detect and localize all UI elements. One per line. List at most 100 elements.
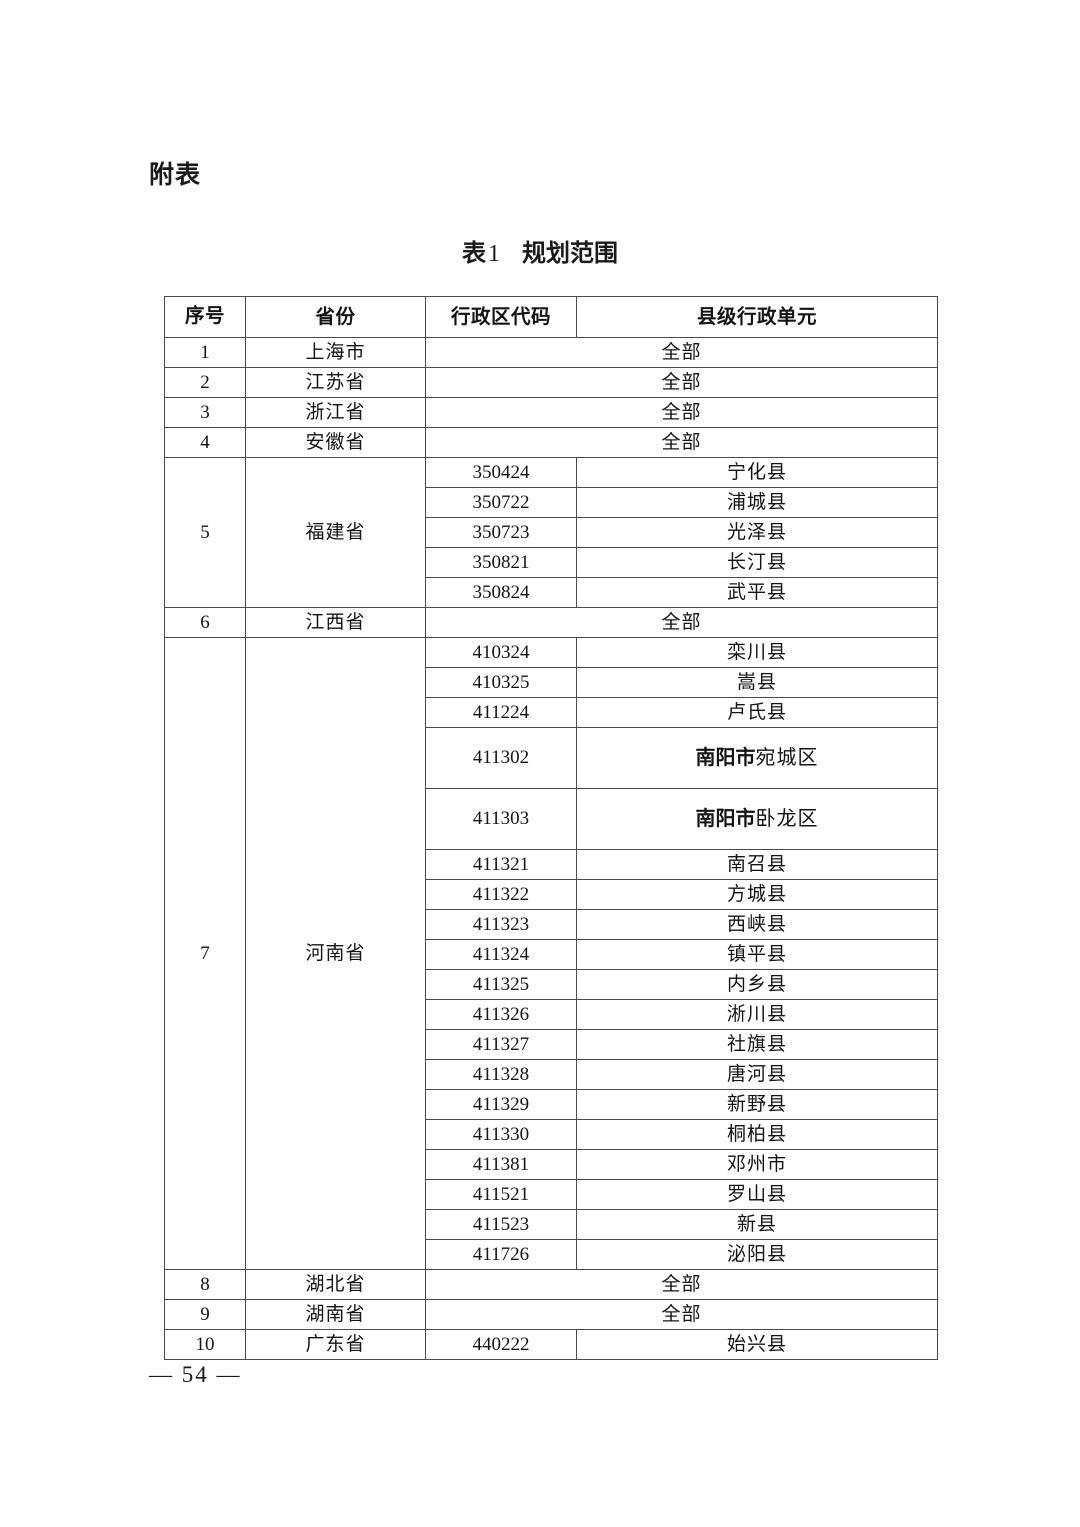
table-row: 411303 南阳市卧龙区 (165, 788, 938, 850)
table-row: 7 河南省 410324 栾川县 (164, 637, 938, 1270)
cell-admin-code: 411326 (425, 999, 577, 1030)
cell-county-unit: 嵩县 (576, 667, 938, 698)
cell-county-unit: 邓州市 (576, 1149, 938, 1180)
cell-admin-code: 350722 (425, 487, 577, 518)
cell-admin-code: 411321 (425, 849, 577, 880)
cell-index: 7 (164, 637, 246, 1270)
cell-index: 5 (164, 457, 246, 608)
cell-admin-code: 350723 (425, 517, 577, 548)
table-row: 9 湖南省 全部 (164, 1299, 938, 1330)
cell-admin-code: 410324 (425, 637, 577, 668)
table-row: 411326 淅川县 (165, 999, 938, 1030)
table-row: 411302 南阳市宛城区 (165, 727, 938, 789)
table-row: 350824 武平县 (165, 577, 938, 608)
cell-county-unit: 内乡县 (576, 969, 938, 1000)
cell-county-unit: 西峡县 (576, 909, 938, 940)
section-heading: 附表 (149, 160, 202, 189)
cell-county-unit: 卢氏县 (576, 697, 938, 728)
cell-index: 4 (164, 427, 246, 458)
cell-province: 湖北省 (245, 1269, 426, 1300)
table-row: 411381 邓州市 (165, 1149, 938, 1180)
table-row: 5 福建省 350424 宁化县 (164, 457, 938, 608)
table-header: 序号 省份 行政区代码 县级行政单元 (164, 296, 938, 338)
cell-admin-code: 350824 (425, 577, 577, 608)
district-suffix-label: 宛城区 (755, 747, 819, 769)
table-row: 411726 泌阳县 (165, 1239, 938, 1270)
cell-province: 广东省 (245, 1329, 426, 1360)
cell-county-unit: 桐柏县 (576, 1119, 938, 1150)
city-prefix-label: 南阳市 (695, 806, 756, 830)
cell-admin-code: 411381 (425, 1149, 577, 1180)
cell-index: 6 (164, 607, 246, 638)
cell-admin-code: 411324 (425, 939, 577, 970)
cell-admin-code: 350821 (425, 547, 577, 578)
cell-county-unit: 光泽县 (576, 517, 938, 548)
cell-index: 2 (164, 367, 246, 398)
cell-province: 上海市 (245, 337, 426, 368)
cell-admin-code: 440222 (425, 1329, 577, 1360)
cell-county-unit: 浦城县 (576, 487, 938, 518)
table-caption-prefix: 表 (462, 239, 486, 267)
table-row: 2 江苏省 全部 (164, 367, 938, 398)
cell-index: 1 (164, 337, 246, 368)
cell-county-unit: 南阳市卧龙区 (576, 788, 938, 850)
cell-all-units: 全部 (425, 1299, 938, 1330)
table-row: 4 安徽省 全部 (164, 427, 938, 458)
cell-admin-code: 411523 (425, 1209, 577, 1240)
cell-admin-code: 411302 (425, 727, 577, 789)
cell-admin-code: 410325 (425, 667, 577, 698)
cell-county-unit: 唐河县 (576, 1059, 938, 1090)
district-suffix-label: 卧龙区 (755, 808, 819, 830)
cell-admin-code: 411325 (425, 969, 577, 1000)
cell-all-units: 全部 (425, 427, 938, 458)
table-row: 350722 浦城县 (165, 487, 938, 518)
table-row: 410325 嵩县 (165, 667, 938, 698)
column-header-index: 序号 (164, 296, 246, 338)
cell-county-unit: 社旗县 (576, 1029, 938, 1060)
cell-admin-code: 411329 (425, 1089, 577, 1120)
cell-province: 江苏省 (245, 367, 426, 398)
page-number: — 54 — (149, 1362, 242, 1387)
cell-admin-code: 411726 (425, 1239, 577, 1270)
cell-county-unit: 南召县 (576, 849, 938, 880)
table-row: 350821 长汀县 (165, 547, 938, 578)
cell-all-units: 全部 (425, 397, 938, 428)
cell-index: 8 (164, 1269, 246, 1300)
cell-province: 安徽省 (245, 427, 426, 458)
table-row: 350723 光泽县 (165, 517, 938, 548)
table-row: 411328 唐河县 (165, 1059, 938, 1090)
cell-province: 湖南省 (245, 1299, 426, 1330)
table-row: 411324 镇平县 (165, 939, 938, 970)
cell-admin-code: 411224 (425, 697, 577, 728)
cell-index: 9 (164, 1299, 246, 1330)
cell-county-unit: 南阳市宛城区 (576, 727, 938, 789)
cell-admin-code: 411323 (425, 909, 577, 940)
table-header-row: 序号 省份 行政区代码 县级行政单元 (164, 296, 938, 338)
column-header-province: 省份 (245, 296, 426, 338)
cell-province: 浙江省 (245, 397, 426, 428)
cell-county-unit: 新县 (576, 1209, 938, 1240)
cell-county-unit: 宁化县 (576, 457, 938, 488)
column-header-unit: 县级行政单元 (576, 296, 938, 338)
cell-all-units: 全部 (425, 337, 938, 368)
cell-all-units: 全部 (425, 1269, 938, 1300)
cell-index: 10 (164, 1329, 246, 1360)
cell-admin-code: 411322 (425, 879, 577, 910)
cell-county-unit: 罗山县 (576, 1179, 938, 1210)
cell-province: 河南省 (245, 637, 426, 1270)
planning-scope-table: 序号 省份 行政区代码 县级行政单元 1 上海市 全部 2 江苏省 全部 3 浙江省 全部 4 安徽… (164, 296, 938, 1360)
table-row: 8 湖北省 全部 (164, 1269, 938, 1300)
column-header-code: 行政区代码 (425, 296, 577, 338)
cell-all-units: 全部 (425, 367, 938, 398)
cell-county-unit: 始兴县 (576, 1329, 938, 1360)
cell-county-unit: 新野县 (576, 1089, 938, 1120)
cell-county-unit: 方城县 (576, 879, 938, 910)
cell-county-unit: 栾川县 (576, 637, 938, 668)
cell-province: 江西省 (245, 607, 426, 638)
table-row: 6 江西省 全部 (164, 607, 938, 638)
cell-county-unit: 淅川县 (576, 999, 938, 1030)
table-caption: 表1 规划范围 (0, 238, 1080, 269)
table-row: 411327 社旗县 (165, 1029, 938, 1060)
table-row: 411322 方城县 (165, 879, 938, 910)
cell-admin-code: 411521 (425, 1179, 577, 1210)
